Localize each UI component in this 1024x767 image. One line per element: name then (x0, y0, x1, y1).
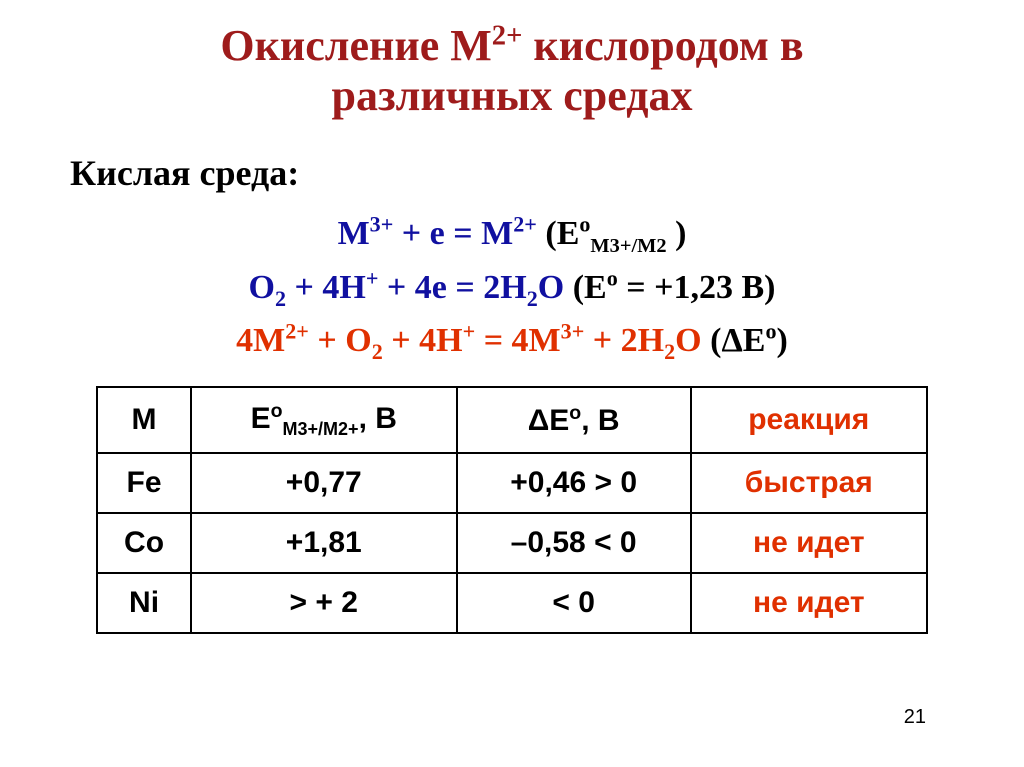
data-table: М ЕоМ3+/М2+, В ΔЕо, В реакция Fe +0,77 +… (96, 386, 928, 634)
cell-reaction: не идет (691, 513, 927, 573)
col-header-de: ΔЕо, В (457, 387, 691, 453)
cell-e: +1,81 (191, 513, 457, 573)
eq3-lhs: 4М2+ + О2 + 4Н+ = 4М3+ + 2Н2О (236, 322, 701, 359)
table-row: Co +1,81 –0,58 < 0 не идет (97, 513, 927, 573)
cell-m: Co (97, 513, 191, 573)
eq1-rhs: (ЕоМ3+/М2 ) (537, 215, 687, 252)
cell-de: < 0 (457, 573, 691, 633)
col-header-e: ЕоМ3+/М2+, В (191, 387, 457, 453)
title-line1: Окисление М2+ кислородом в (220, 21, 803, 70)
table-row: Ni > + 2 < 0 не идет (97, 573, 927, 633)
eq3-rhs: (ΔЕо) (702, 322, 788, 359)
cell-reaction: не идет (691, 573, 927, 633)
col-header-reaction: реакция (691, 387, 927, 453)
eq2-rhs: (Ео = +1,23 В) (564, 269, 775, 306)
equation-2: О2 + 4Н+ + 4е = 2Н2О (Ео = +1,23 В) (60, 262, 964, 315)
cell-e: +0,77 (191, 453, 457, 513)
col-header-m: М (97, 387, 191, 453)
table-row: Fe +0,77 +0,46 > 0 быстрая (97, 453, 927, 513)
cell-reaction: быстрая (691, 453, 927, 513)
cell-m: Ni (97, 573, 191, 633)
eq2-lhs: О2 + 4Н+ + 4е = 2Н2О (248, 269, 564, 306)
table-header-row: М ЕоМ3+/М2+, В ΔЕо, В реакция (97, 387, 927, 453)
cell-de: –0,58 < 0 (457, 513, 691, 573)
equations-block: М3+ + е = М2+ (ЕоМ3+/М2 ) О2 + 4Н+ + 4е … (60, 208, 964, 368)
title-text-b: кислородом в (522, 21, 803, 70)
slide-title: Окисление М2+ кислородом в различных сре… (60, 20, 964, 122)
equation-1: М3+ + е = М2+ (ЕоМ3+/М2 ) (60, 208, 964, 262)
title-text-a: Окисление М (220, 21, 491, 70)
equation-3: 4М2+ + О2 + 4Н+ = 4М3+ + 2Н2О (ΔЕо) (60, 315, 964, 368)
title-line2: различных средах (332, 71, 693, 120)
page-number: 21 (904, 706, 926, 729)
eq1-lhs: М3+ + е = М2+ (338, 215, 537, 252)
cell-m: Fe (97, 453, 191, 513)
cell-de: +0,46 > 0 (457, 453, 691, 513)
cell-e: > + 2 (191, 573, 457, 633)
env-subtitle: Кислая среда: (70, 152, 964, 194)
title-sup: 2+ (492, 20, 523, 51)
